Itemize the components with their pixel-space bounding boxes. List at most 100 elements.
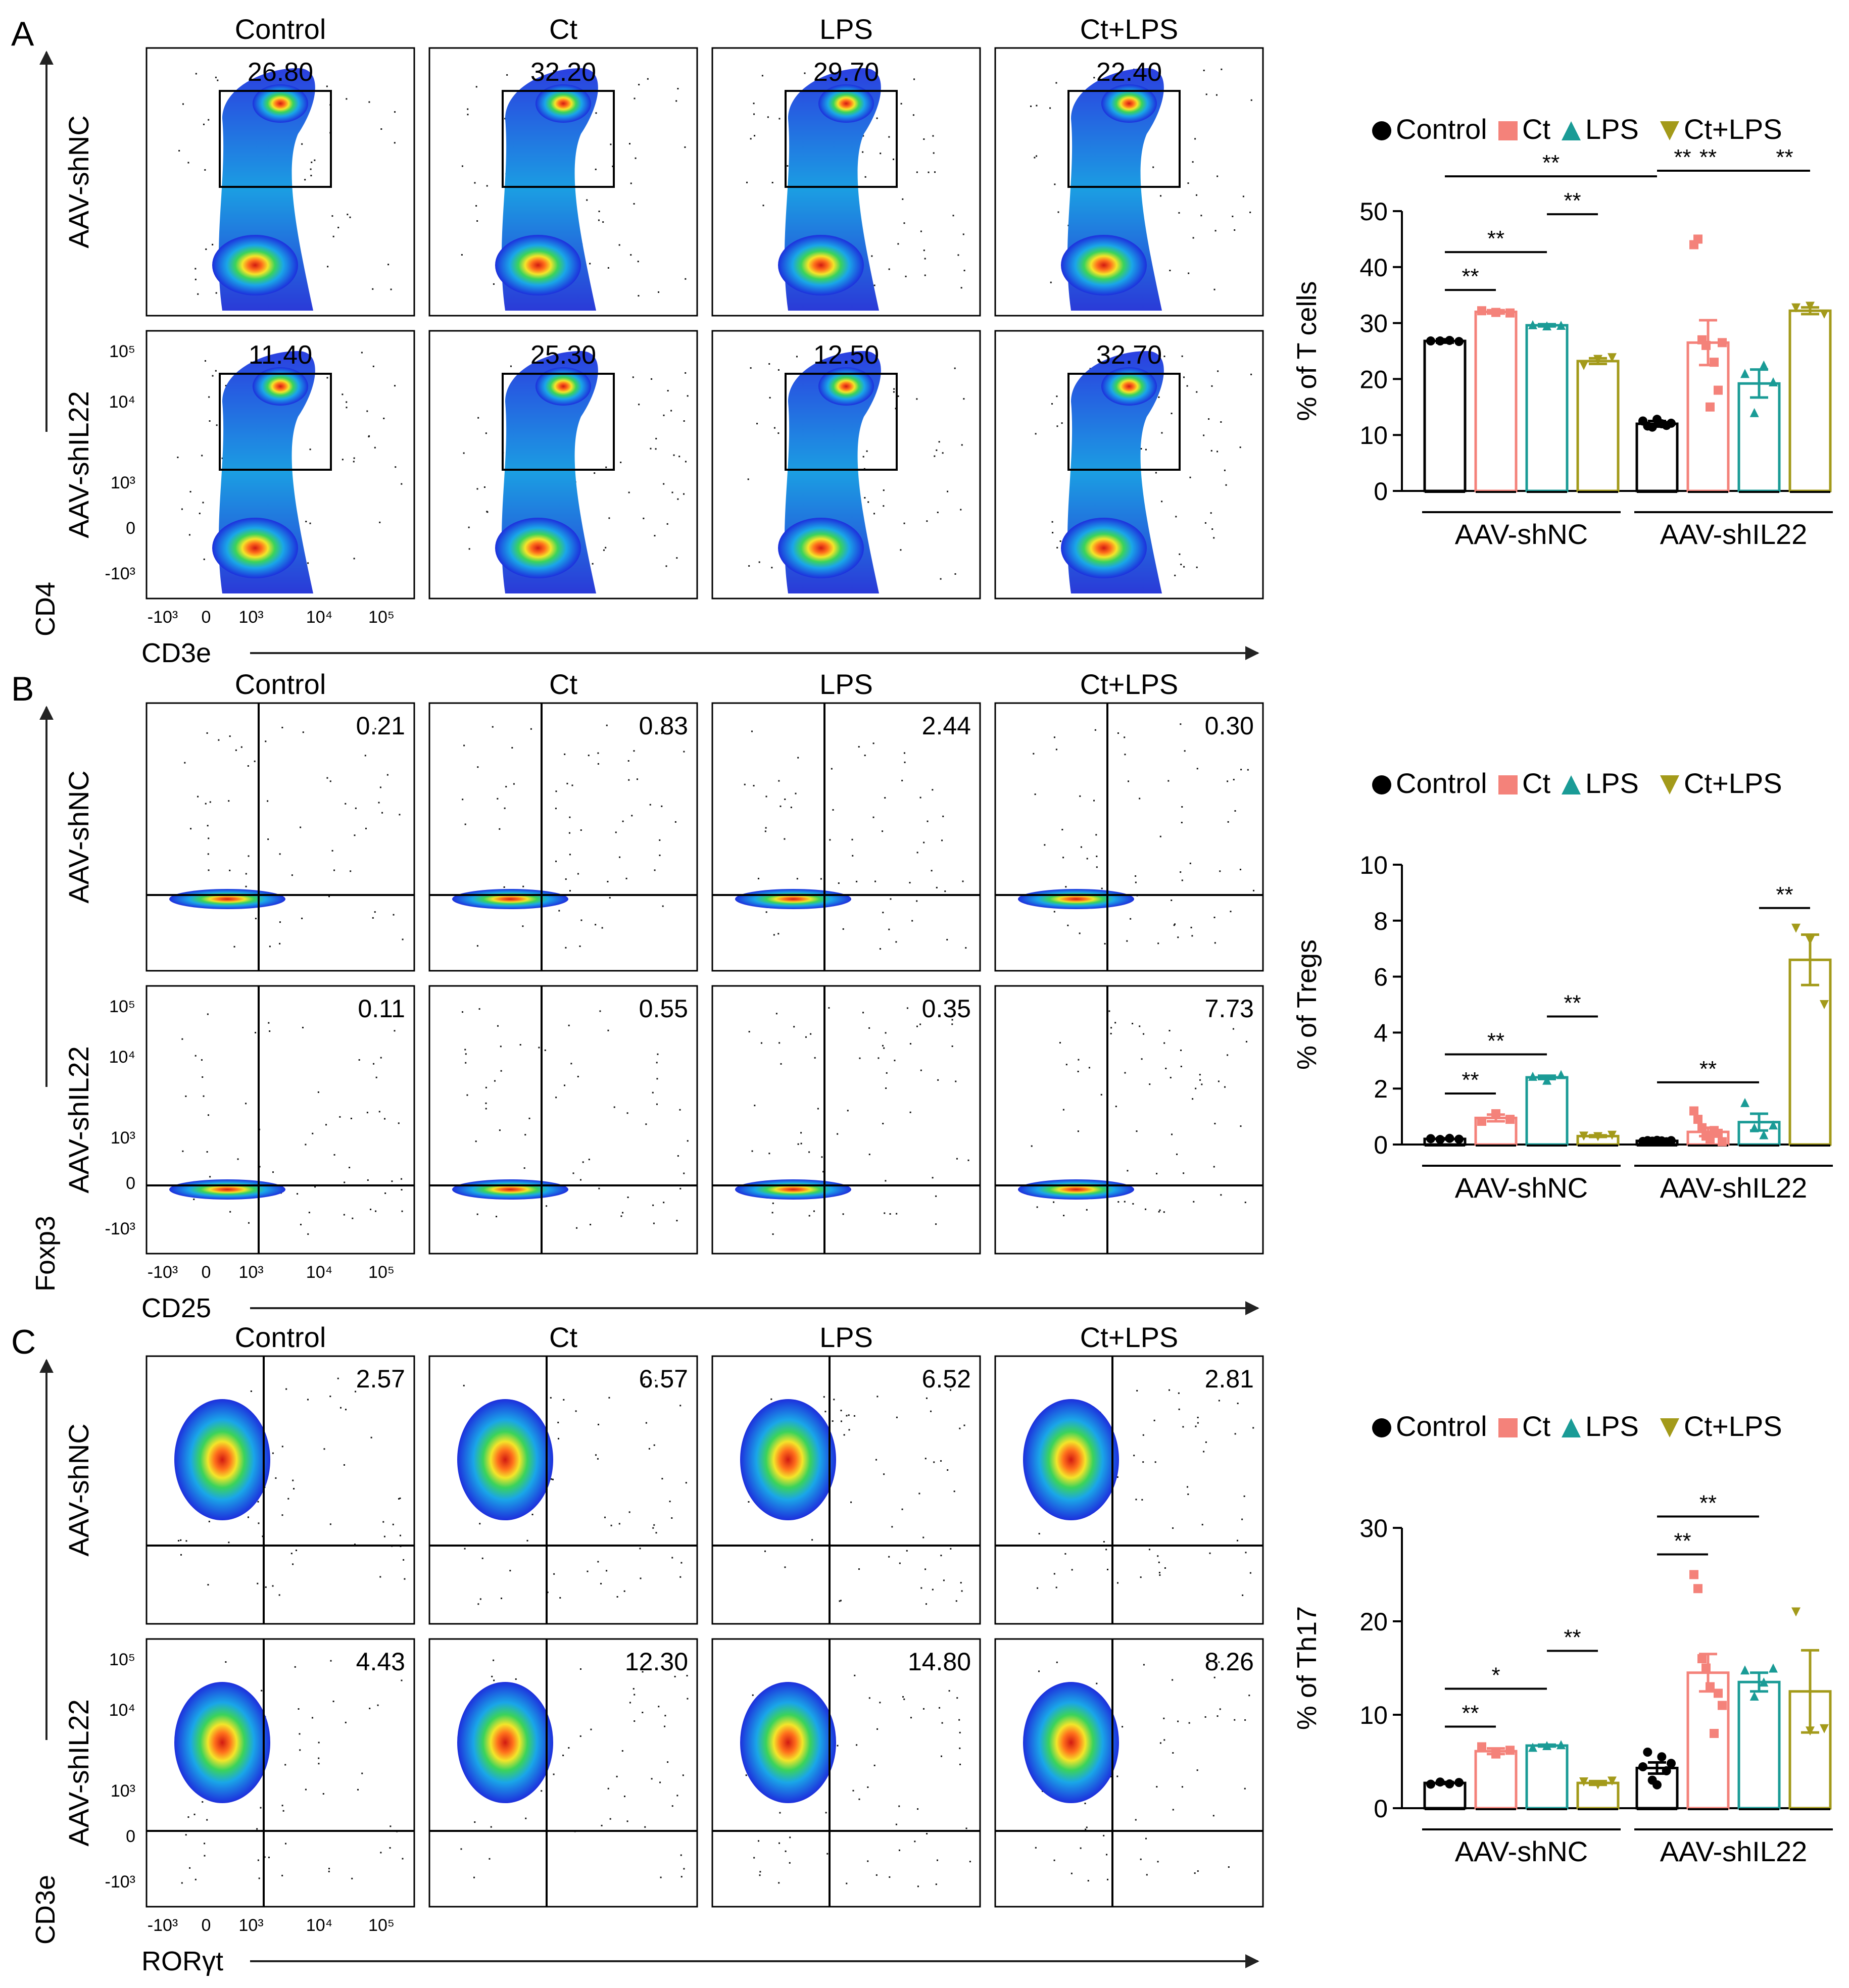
cd4-positive-core	[1101, 367, 1157, 406]
event-dot	[180, 1554, 182, 1556]
event-dot	[948, 1690, 950, 1692]
data-point-control	[1638, 1762, 1647, 1772]
event-dot	[272, 1171, 274, 1173]
event-dot	[906, 1007, 908, 1009]
event-dot	[464, 823, 466, 825]
event-dot	[662, 905, 664, 907]
event-dot	[934, 455, 936, 457]
event-dot	[924, 1568, 927, 1570]
event-dot	[281, 726, 283, 728]
event-dot	[1117, 1201, 1120, 1203]
event-dot	[208, 119, 210, 121]
event-dot	[358, 1059, 360, 1061]
event-dot	[851, 838, 853, 840]
event-dot	[891, 1526, 893, 1528]
event-dot	[954, 367, 956, 369]
event-dot	[215, 370, 217, 372]
event-dot	[947, 490, 949, 492]
event-dot	[1224, 469, 1226, 471]
event-dot	[858, 1798, 860, 1800]
event-dot	[663, 1202, 665, 1204]
event-dot	[189, 491, 191, 493]
event-dot	[229, 869, 231, 871]
event-dot	[867, 501, 869, 503]
data-point-ct	[1706, 1682, 1715, 1692]
event-dot	[940, 578, 942, 580]
event-dot	[1209, 1552, 1211, 1554]
rorgt-population	[1023, 1682, 1119, 1803]
legend-label: LPS	[1585, 1410, 1639, 1442]
event-dot	[682, 1774, 684, 1776]
event-dot	[856, 1744, 858, 1746]
event-dot	[607, 1029, 609, 1031]
event-dot	[793, 1026, 795, 1028]
event-dot	[958, 1719, 960, 1721]
panel-letter: B	[11, 670, 34, 708]
event-dot	[756, 423, 758, 425]
event-dot	[595, 168, 597, 170]
group-label: AAV-shNC	[1455, 518, 1588, 550]
event-dot	[771, 1212, 773, 1214]
event-dot	[245, 1103, 247, 1105]
density-cloud	[740, 1389, 965, 1605]
event-dot	[875, 1459, 877, 1461]
event-dot	[1225, 484, 1227, 486]
event-dot	[622, 1212, 624, 1214]
density-cloud	[735, 730, 967, 950]
event-dot	[605, 466, 607, 468]
event-dot	[832, 809, 834, 811]
event-dot	[256, 1828, 258, 1830]
event-dot	[197, 293, 199, 295]
row-label-aav-shnc: AAV-shNC	[63, 115, 94, 248]
event-dot	[1194, 138, 1196, 140]
event-dot	[279, 942, 281, 945]
event-dot	[673, 454, 675, 456]
event-dot	[1148, 1549, 1150, 1551]
event-dot	[342, 459, 344, 461]
bar-lps	[1737, 382, 1781, 492]
event-dot	[1196, 1769, 1198, 1771]
event-dot	[1163, 356, 1165, 358]
event-dot	[959, 1427, 961, 1429]
event-dot	[955, 1080, 957, 1082]
event-dot	[475, 1140, 477, 1142]
event-dot	[1036, 1206, 1038, 1208]
event-dot	[1157, 1555, 1159, 1557]
event-dot	[1051, 521, 1053, 523]
data-point-ct	[1710, 1729, 1719, 1738]
event-dot	[1035, 433, 1037, 435]
data-point-ct	[1689, 1570, 1698, 1579]
event-dot	[744, 783, 746, 785]
data-point-ct	[1701, 1663, 1711, 1673]
scatter-dots	[744, 730, 967, 950]
event-dot	[544, 1049, 546, 1051]
event-dot	[1228, 1866, 1230, 1868]
event-dot	[479, 1523, 481, 1525]
event-dot	[653, 1444, 655, 1446]
event-dot	[616, 1596, 618, 1598]
event-dot	[1182, 1426, 1184, 1428]
event-dot	[953, 1490, 955, 1493]
event-dot	[928, 171, 930, 173]
event-dot	[285, 1388, 287, 1390]
data-point-ct-lps	[1579, 361, 1588, 370]
event-dot	[207, 1584, 209, 1586]
event-dot	[1030, 105, 1032, 107]
event-dot	[750, 367, 752, 369]
flow-plot: 32.20	[428, 47, 698, 317]
event-dot	[932, 789, 934, 791]
event-dot	[773, 934, 775, 936]
density-cloud	[169, 1013, 403, 1235]
event-dot	[185, 1834, 187, 1836]
event-dot	[868, 1027, 870, 1029]
event-dot	[1142, 1434, 1144, 1436]
event-dot	[295, 1550, 297, 1552]
event-dot	[967, 1159, 969, 1161]
event-dot	[1214, 1123, 1216, 1125]
event-dot	[290, 1553, 293, 1555]
scatter-dots	[184, 726, 404, 948]
event-dot	[378, 1111, 380, 1113]
plot-frame	[145, 1355, 415, 1625]
